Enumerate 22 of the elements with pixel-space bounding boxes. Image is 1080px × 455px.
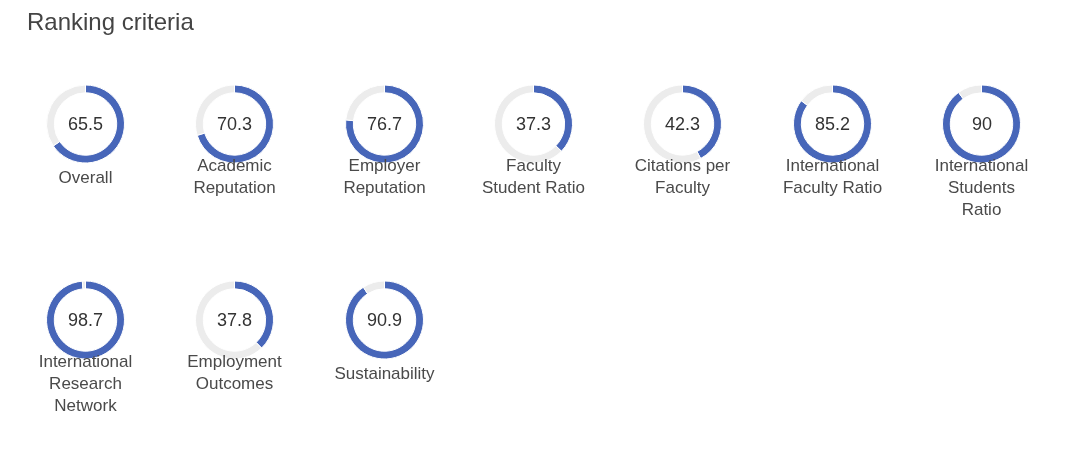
- data-label: 65.5: [68, 114, 104, 134]
- data-label: 85.2: [814, 114, 850, 134]
- data-label: 90.9: [366, 310, 402, 330]
- text: Ranking criteria: [27, 8, 194, 36]
- donut-slice: [344, 280, 424, 360]
- data-label: 76.7: [366, 114, 402, 134]
- data-label: 98.7: [68, 310, 104, 330]
- text: International Faculty Ratio: [782, 156, 882, 198]
- text: International Students Ratio: [934, 156, 1029, 220]
- text: Employment Outcomes: [187, 352, 283, 394]
- text: Employer Reputation: [342, 156, 426, 198]
- data-label: 70.3: [217, 114, 253, 134]
- data-label: 37.8: [217, 310, 253, 330]
- text: International Research Network: [38, 352, 133, 416]
- text: Academic Reputation: [193, 156, 276, 198]
- text: Citations per Faculty: [634, 156, 731, 198]
- data-label: 37.3: [515, 114, 551, 134]
- text: Overall: [58, 167, 113, 187]
- data-label: 90: [971, 114, 992, 134]
- text: Sustainability: [334, 363, 435, 383]
- data-label: 42.3: [665, 114, 701, 134]
- text: Faculty Student Ratio: [481, 156, 585, 198]
